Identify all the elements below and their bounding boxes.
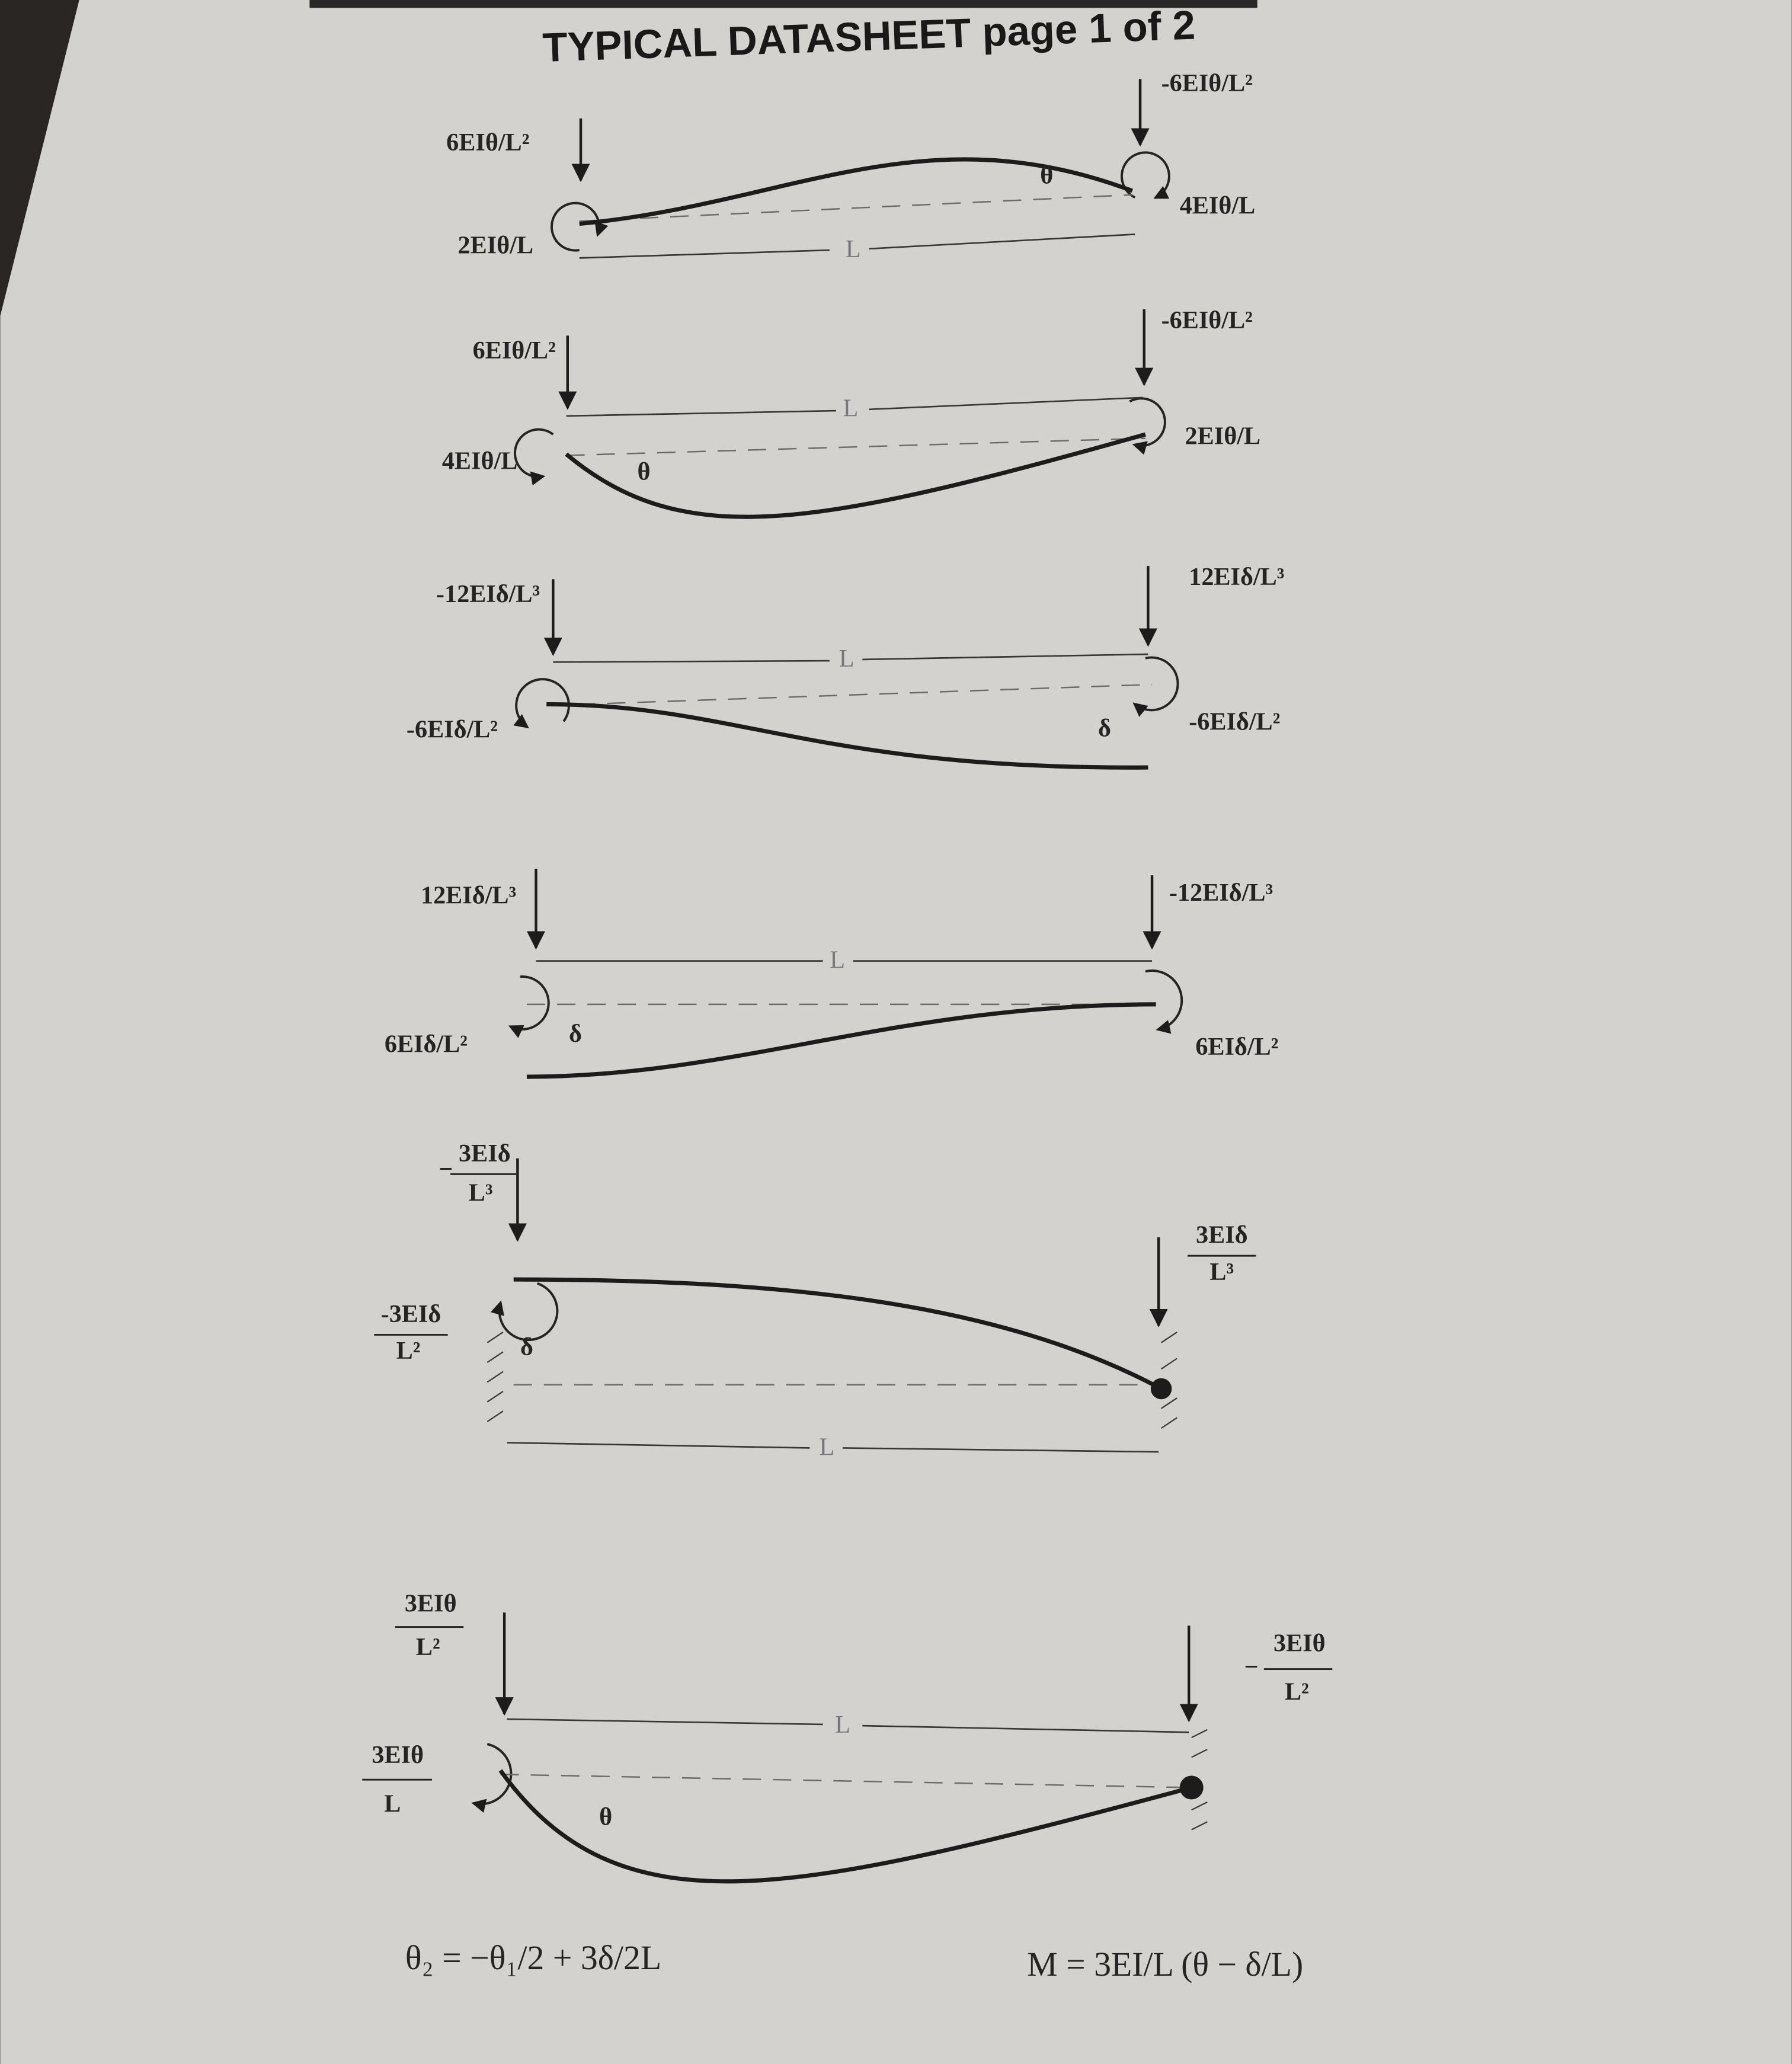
undeformed-axis: [579, 194, 1132, 222]
span-line: [507, 1442, 1159, 1453]
label: -6EIδ/L²: [407, 716, 498, 744]
beam: [565, 432, 1146, 519]
support-hatch: [1191, 1729, 1208, 1831]
label: L²: [416, 1633, 440, 1661]
moment-arrow: [551, 201, 609, 252]
label: L: [830, 946, 845, 974]
span-line: [553, 653, 1148, 663]
label: L: [843, 395, 858, 423]
label: L: [839, 645, 855, 673]
label: -6EIθ/L²: [1161, 69, 1253, 97]
support-hatch: [487, 1332, 1177, 1429]
label: L³: [1209, 1258, 1234, 1286]
top-bar: [309, 0, 1257, 8]
label: θ: [599, 1803, 612, 1831]
label: L: [835, 1711, 850, 1739]
label: 2EIθ/L: [1185, 422, 1261, 450]
label: -12EIδ/L³: [436, 580, 540, 608]
label: 2EIθ/L: [458, 231, 534, 259]
moment-arrow: [513, 428, 554, 486]
label: 6EIδ/L²: [385, 1031, 468, 1058]
label: −: [439, 1156, 453, 1183]
beam: [546, 702, 1148, 770]
undeformed-axis: [546, 683, 1153, 706]
beam: [498, 1769, 1192, 1884]
label: L: [846, 235, 861, 263]
label: 6EIθ/L²: [473, 337, 556, 364]
label: −: [1244, 1653, 1259, 1681]
span-line: [507, 1718, 1189, 1733]
formula: θ₂ = −θ₁/2 + 3δ/2L: [405, 1940, 661, 1977]
label: 6EIδ/L²: [1195, 1033, 1278, 1061]
label: 3EIθ: [1273, 1629, 1326, 1657]
case-1: 6EIθ/L² 2EIθ/L -6EIθ/L² 4EIθ/L θ L: [446, 69, 1255, 263]
label: δ: [1098, 715, 1111, 743]
label: L: [819, 1433, 834, 1461]
pin: [1150, 1378, 1172, 1400]
label: 4EIθ/L: [442, 447, 518, 475]
beam: [513, 1277, 1163, 1391]
label: -3EIδ: [381, 1300, 441, 1328]
case-2: 6EIθ/L² 4EIθ/L -6EIθ/L² 2EIθ/L θ L: [442, 306, 1261, 519]
label: 4EIθ/L: [1180, 192, 1256, 220]
label: 3EIδ: [459, 1140, 511, 1167]
label: 12EIδ/L³: [1189, 563, 1284, 591]
label: L³: [469, 1179, 493, 1207]
label: -6EIδ/L²: [1189, 708, 1280, 735]
beam: [579, 157, 1133, 226]
label: 12EIδ/L³: [421, 882, 516, 910]
beam: [526, 1002, 1156, 1079]
label: L²: [396, 1337, 421, 1365]
label: 3EIθ: [405, 1590, 457, 1618]
span-line: [566, 396, 1143, 417]
span-line: [579, 233, 1135, 259]
case-4: 12EIδ/L³ 6EIδ/L² -12EIδ/L³ 6EIδ/L² δ L: [385, 869, 1278, 1079]
label: L: [384, 1790, 401, 1817]
moment-arrow: [1145, 969, 1183, 1034]
case-6: 3EIθ L² 3EIθ L − 3EIθ L² θ L: [362, 1590, 1333, 1884]
moment-arrow: [1121, 151, 1170, 199]
formula: M = 3EI/L (θ − δ/L): [1027, 1946, 1303, 1983]
label: -12EIδ/L³: [1169, 879, 1273, 907]
undeformed-axis: [500, 1774, 1192, 1788]
pin: [1179, 1775, 1204, 1800]
moment-arrow: [1132, 656, 1179, 717]
label: θ: [1040, 162, 1053, 190]
label: δ: [520, 1333, 533, 1361]
label: 6EIθ/L²: [446, 129, 529, 156]
moment-arrow: [490, 1282, 559, 1342]
label: θ: [638, 457, 651, 485]
case-3: -12EIδ/L³ -6EIδ/L² 12EIδ/L³ -6EIδ/L² δ L: [407, 563, 1284, 770]
label: δ: [569, 1020, 582, 1048]
moment-arrow: [1129, 397, 1166, 455]
label: L²: [1285, 1678, 1309, 1706]
moment-arrow: [508, 975, 550, 1038]
label: -6EIθ/L²: [1161, 306, 1253, 334]
undeformed-axis: [566, 437, 1145, 456]
label: 3EIδ: [1196, 1221, 1248, 1249]
label: 3EIθ: [372, 1741, 424, 1769]
case-5: − 3EIδ L³ -3EIδ L² 3EIδ L³ δ L: [374, 1140, 1256, 1461]
